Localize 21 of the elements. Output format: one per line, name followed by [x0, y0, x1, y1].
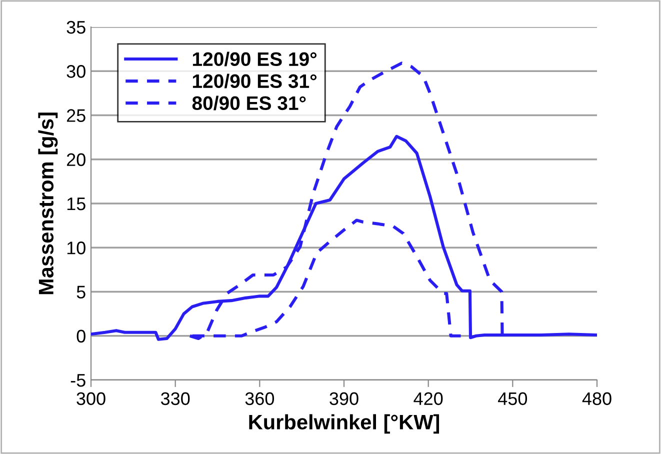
- y-tick-label: 15: [67, 198, 86, 210]
- y-tick-label: -5: [70, 374, 86, 387]
- y-tick-label: 20: [66, 153, 86, 166]
- y-axis-title: Massenstrom [g/s]: [38, 112, 58, 294]
- x-tick-label: 450: [498, 392, 528, 406]
- y-tick-label: 5: [76, 286, 86, 298]
- legend-label: 120/90 ES 31°: [192, 74, 317, 88]
- y-tick-label: 30: [66, 65, 86, 78]
- y-tick-label: 25: [66, 109, 86, 122]
- y-tick-label: 35: [66, 20, 86, 34]
- x-axis-title: Kurbelwinkel [°KW]: [249, 414, 440, 434]
- legend-label: 120/90 ES 19°: [192, 52, 317, 66]
- x-tick-label: 420: [414, 392, 443, 406]
- y-tick-label: 0: [76, 330, 86, 343]
- y-tick-label: 10: [67, 242, 86, 254]
- x-tick-label: 390: [330, 392, 358, 406]
- legend-label: 80/90 ES 31°: [192, 96, 306, 110]
- x-tick-label: 330: [160, 392, 190, 406]
- x-tick-label: 480: [582, 392, 612, 406]
- x-tick-label: 360: [245, 392, 274, 406]
- x-tick-label: 300: [76, 392, 106, 406]
